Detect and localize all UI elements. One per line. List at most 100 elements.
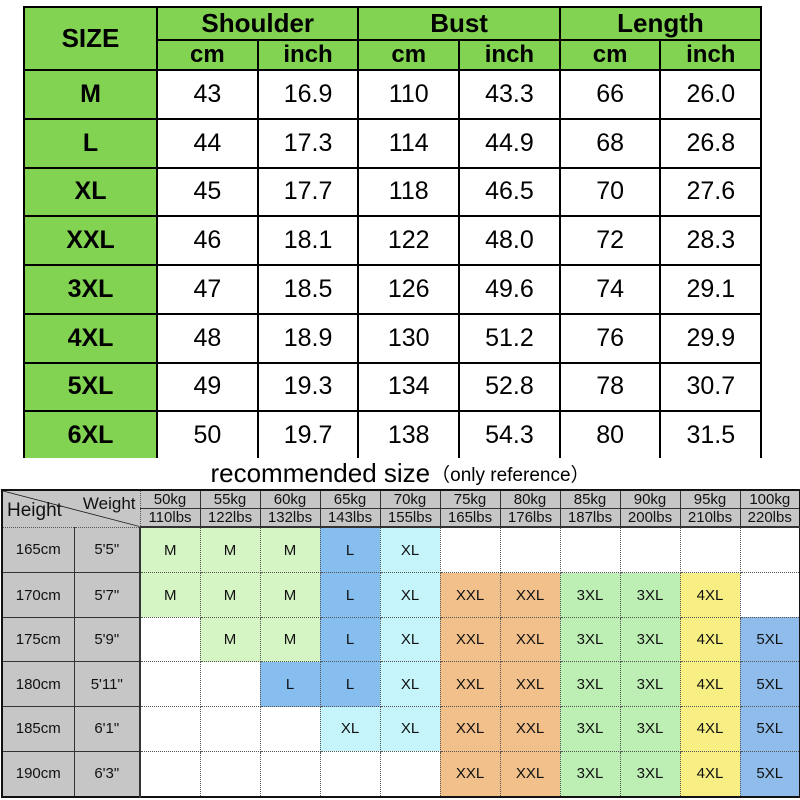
size-value-cell: 44 [156,117,259,169]
size-table-group-header-row: SIZE Shoulder Bust Length [23,6,763,71]
recommended-empty-cell [260,706,321,752]
group-header-shoulder: Shoulder [155,6,360,41]
unit-header-shoulder-cm: cm [156,39,259,71]
size-label-6xl: 6XL [23,410,158,461]
recommended-lbs-header-row: 110lbs 122lbs 132lbs 143lbs 155lbs 165lbs 176l… [2,508,800,528]
weight-lbs-header: 155lbs [380,508,441,528]
size-value-cell: 31.5 [659,410,763,461]
height-cm-label: 165cm [2,527,75,574]
recommended-empty-cell [740,572,800,618]
size-value-cell: 66 [558,69,662,120]
weight-lbs-header: 132lbs [260,508,321,528]
size-value-cell: 19.7 [256,410,360,461]
size-value-cell: 76 [558,312,662,364]
recommended-size-cell: 3XL [560,706,621,752]
height-ft-label: 5'9" [74,617,141,663]
size-value-cell: 68 [558,117,662,169]
recommended-row: 175cm 5'9" M M L XL XXL XXL 3XL 3XL 4XL 5XL [2,617,800,663]
size-table-row: 4XL 48 18.9 130 51.2 76 29.9 [23,312,763,364]
size-value-cell: 49 [156,361,259,413]
recommended-row: 165cm 5'5" M M M L XL [2,527,800,574]
recommended-empty-cell [200,661,261,708]
size-column-header: SIZE [23,6,158,71]
size-value-cell: 44.9 [458,117,561,169]
recommended-size-cell: 3XL [620,706,681,752]
group-header-bust: Bust [357,6,561,41]
weight-lbs-header: 165lbs [440,508,501,528]
recommended-size-cell: 3XL [620,617,681,663]
weight-kg-header: 55kg [200,490,261,509]
height-cm-label: 175cm [2,617,75,663]
recommended-empty-cell [140,661,201,708]
size-value-cell: 26.0 [659,69,763,120]
size-label-l: L [23,117,158,169]
size-value-cell: 114 [357,117,461,169]
size-table-body: M 43 16.9 110 43.3 66 26.0 L 44 17.3 114 44.9 68 26.8… [23,69,763,461]
size-value-cell: 47 [156,264,259,315]
recommended-size-cell: 4XL [680,617,741,663]
size-value-cell: 78 [558,361,662,413]
recommended-size-cell: 4XL [680,706,741,752]
recommended-row: 180cm 5'11" L L XL XXL XXL 3XL 3XL 4XL 5XL [2,661,800,708]
recommended-empty-cell [440,527,501,574]
recommended-empty-cell [200,706,261,752]
size-value-cell: 138 [357,410,461,461]
unit-header-length-inch: inch [659,39,763,71]
size-value-cell: 130 [357,312,461,364]
size-value-cell: 17.7 [256,166,360,218]
recommended-size-cell: 4XL [680,661,741,708]
size-value-cell: 126 [357,264,461,315]
weight-kg-header: 80kg [500,490,561,509]
recommended-size-cell: 5XL [740,661,800,708]
height-ft-label: 5'7" [74,572,141,618]
recommended-size-cell: L [320,661,381,708]
size-value-cell: 74 [558,264,662,315]
size-label-3xl: 3XL [23,264,158,315]
size-value-cell: 72 [558,215,662,266]
size-label-m: M [23,69,158,120]
size-value-cell: 16.9 [256,69,360,120]
weight-lbs-header: 143lbs [320,508,381,528]
recommended-row: 190cm 6'3" XXL XXL 3XL 3XL 4XL 5XL [2,751,800,798]
recommended-empty-cell [680,527,741,574]
size-table-row: 6XL 50 19.7 138 54.3 80 31.5 [23,410,763,461]
recommended-size-cell: XXL [440,617,501,663]
weight-lbs-header: 110lbs [140,508,201,528]
recommended-size-cell: M [140,572,201,618]
height-ft-label: 5'5" [74,527,141,574]
recommended-size-cell: XXL [500,661,561,708]
recommended-size-cell: XXL [500,572,561,618]
recommended-empty-cell [260,751,321,798]
size-table: SIZE Shoulder Bust Length cm inch cm inc… [23,6,763,461]
recommended-size-cell: XL [380,661,441,708]
size-value-cell: 43.3 [458,69,561,120]
size-value-cell: 30.7 [659,361,763,413]
size-value-cell: 46.5 [458,166,561,218]
recommended-size-cell: M [260,527,321,574]
recommended-size-cell: 5XL [740,706,800,752]
recommended-size-cell: 4XL [680,751,741,798]
recommended-row: 185cm 6'1" XL XL XXL XXL 3XL 3XL 4XL 5XL [2,706,800,752]
height-cm-label: 180cm [2,661,75,708]
size-label-4xl: 4XL [23,312,158,364]
recommended-size-title-main: recommended size [210,458,431,488]
recommended-size-cell: L [320,572,381,618]
size-value-cell: 122 [357,215,461,266]
recommended-size-cell: 3XL [560,617,621,663]
recommended-size-cell: L [320,527,381,574]
recommended-empty-cell [380,751,441,798]
size-value-cell: 70 [558,166,662,218]
unit-header-bust-cm: cm [357,39,461,71]
size-label-5xl: 5XL [23,361,158,413]
size-value-cell: 17.3 [256,117,360,169]
weight-lbs-header: 187lbs [560,508,621,528]
weight-lbs-header: 210lbs [680,508,741,528]
size-value-cell: 134 [357,361,461,413]
weight-lbs-header: 176lbs [500,508,561,528]
recommended-size-cell: M [200,617,261,663]
weight-kg-header: 100kg [740,490,800,509]
height-cm-label: 190cm [2,751,75,798]
size-value-cell: 43 [156,69,259,120]
recommended-size-cell: M [140,527,201,574]
